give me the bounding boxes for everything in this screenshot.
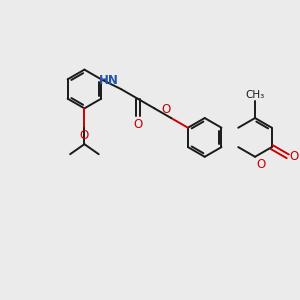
Text: O: O (133, 118, 142, 131)
Text: O: O (290, 150, 299, 163)
Text: CH₃: CH₃ (245, 90, 265, 100)
Text: HN: HN (99, 74, 119, 87)
Text: O: O (80, 129, 89, 142)
Text: O: O (161, 103, 170, 116)
Text: O: O (256, 158, 265, 171)
